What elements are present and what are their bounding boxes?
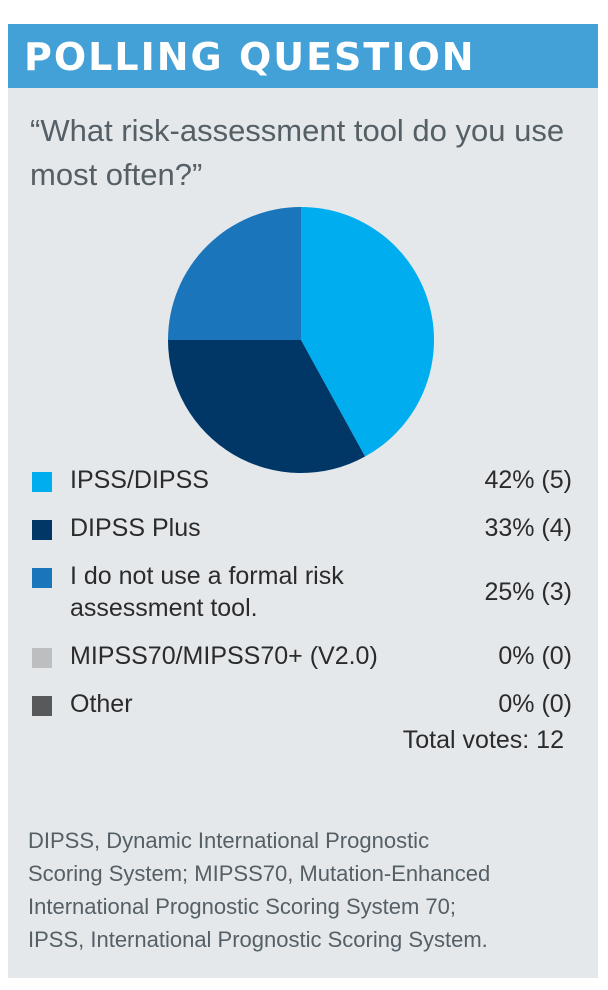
legend-label: IPSS/DIPSS <box>70 466 209 494</box>
footnote-line: DIPSS, Dynamic International Prognostic <box>28 828 430 853</box>
pie-chart <box>167 207 434 474</box>
pie-slice-ipss-dipss <box>301 207 434 457</box>
header-bar: POLLING QUESTION <box>8 24 598 88</box>
legend-value: 0% (0) <box>498 690 572 718</box>
pie-slice-i-do-not-use-a-formal-risk-assessment-tool <box>168 207 301 340</box>
legend-swatch <box>32 472 52 492</box>
footnote: DIPSS, Dynamic International Prognostic … <box>28 824 588 956</box>
footnote-line: Scoring System; MIPSS70, Mutation-Enhanc… <box>28 861 491 886</box>
poll-question: “What risk-assessment tool do you use mo… <box>30 113 565 192</box>
legend-value: 25% (3) <box>484 578 572 606</box>
legend-label: DIPSS Plus <box>70 514 201 542</box>
legend-swatch <box>32 696 52 716</box>
polling-panel: POLLING QUESTION “What risk-assessment t… <box>8 24 598 978</box>
pie-slice-dipss-plus <box>167 340 366 474</box>
legend-swatch <box>32 648 52 668</box>
legend-label-line1: I do not use a formal risk <box>70 562 344 590</box>
legend-swatch <box>32 520 52 540</box>
legend-label: MIPSS70/MIPSS70+ (V2.0) <box>70 642 378 670</box>
footnote-line: IPSS, International Prognostic Scoring S… <box>28 927 488 952</box>
legend-value: 0% (0) <box>498 642 572 670</box>
header-title: POLLING QUESTION <box>24 35 476 79</box>
legend-value: 33% (4) <box>484 514 572 542</box>
total-votes: Total votes: 12 <box>402 726 564 754</box>
legend-swatch <box>32 568 52 588</box>
legend-value: 42% (5) <box>484 466 572 494</box>
legend-label-line2: assessment tool. <box>70 594 258 622</box>
legend-label: Other <box>70 690 133 718</box>
footnote-line: International Prognostic Scoring System … <box>28 894 457 919</box>
